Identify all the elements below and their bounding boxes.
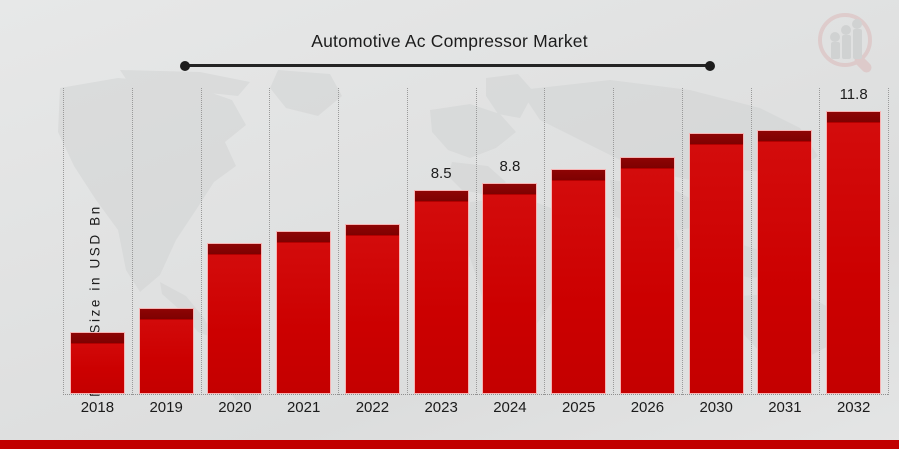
gridline <box>63 88 64 395</box>
x-axis-label-2018: 2018 <box>80 399 115 416</box>
bar-cap <box>70 332 124 344</box>
bar-2032[interactable]: 11.8 <box>826 86 882 394</box>
bar-cap <box>758 131 812 143</box>
bar-cap <box>208 243 262 255</box>
bar-cap <box>277 231 331 243</box>
bar-cap <box>620 157 674 169</box>
x-axis-label-2019: 2019 <box>149 399 183 416</box>
gridline <box>750 88 752 395</box>
bar-2023[interactable]: 8.5 <box>413 165 469 394</box>
x-axis-label-2024: 2024 <box>493 399 527 416</box>
x-axis-label-2021: 2021 <box>286 399 321 416</box>
x-axis-label-2030: 2030 <box>699 399 733 416</box>
bar-value-label: 8.8 <box>499 157 521 175</box>
bar-2031[interactable] <box>757 130 813 394</box>
bar-2021[interactable] <box>276 230 332 394</box>
bar-2018[interactable] <box>69 331 125 394</box>
bottom-accent-band <box>0 440 899 449</box>
gridline <box>613 88 614 395</box>
bar-value-label: 8.5 <box>430 165 452 183</box>
x-axis-label-2022: 2022 <box>355 399 390 416</box>
gridline <box>200 88 202 395</box>
plot-area: Market Size in USD Bn 8.5 8.8 11.8 <box>63 86 889 397</box>
bar-2019[interactable] <box>138 307 194 394</box>
gridline <box>406 88 408 395</box>
chart-title: Automotive Ac Compressor Market <box>311 31 588 51</box>
gridline <box>475 88 477 395</box>
gridline <box>269 88 271 395</box>
bar-value-label: 11.8 <box>839 85 868 103</box>
bar-cap <box>689 133 743 145</box>
gridline <box>888 88 889 395</box>
bar-2022[interactable] <box>344 223 400 394</box>
gridline <box>338 88 339 395</box>
bar-cap <box>414 191 468 203</box>
x-axis-label-2026: 2026 <box>630 399 665 416</box>
x-axis-label-2023: 2023 <box>424 399 458 416</box>
gridline <box>681 88 683 395</box>
x-axis-labels: 2018 2019 2020 2021 2022 2023 2024 2025 2026 2030… <box>63 399 888 425</box>
bar-cap <box>483 183 537 195</box>
bar-cap <box>827 111 881 123</box>
bar-2024[interactable]: 8.8 <box>482 158 538 394</box>
bar-2030[interactable] <box>688 132 744 394</box>
x-axis-label-2032: 2032 <box>836 399 871 416</box>
x-axis-label-2031: 2031 <box>768 399 802 416</box>
x-axis-label-2025: 2025 <box>561 399 596 416</box>
gridline <box>819 88 821 395</box>
bar-2025[interactable] <box>551 168 607 394</box>
x-axis-baseline <box>63 394 888 395</box>
bar-2026[interactable] <box>619 156 675 394</box>
x-axis-label-2020: 2020 <box>218 399 252 416</box>
bar-cap <box>345 224 399 236</box>
bar-2020[interactable] <box>207 242 263 394</box>
title-underline-rule <box>180 60 715 71</box>
gridline <box>131 88 133 395</box>
bar-cap <box>552 169 606 181</box>
gridline <box>544 88 546 395</box>
bar-cap <box>139 308 193 320</box>
